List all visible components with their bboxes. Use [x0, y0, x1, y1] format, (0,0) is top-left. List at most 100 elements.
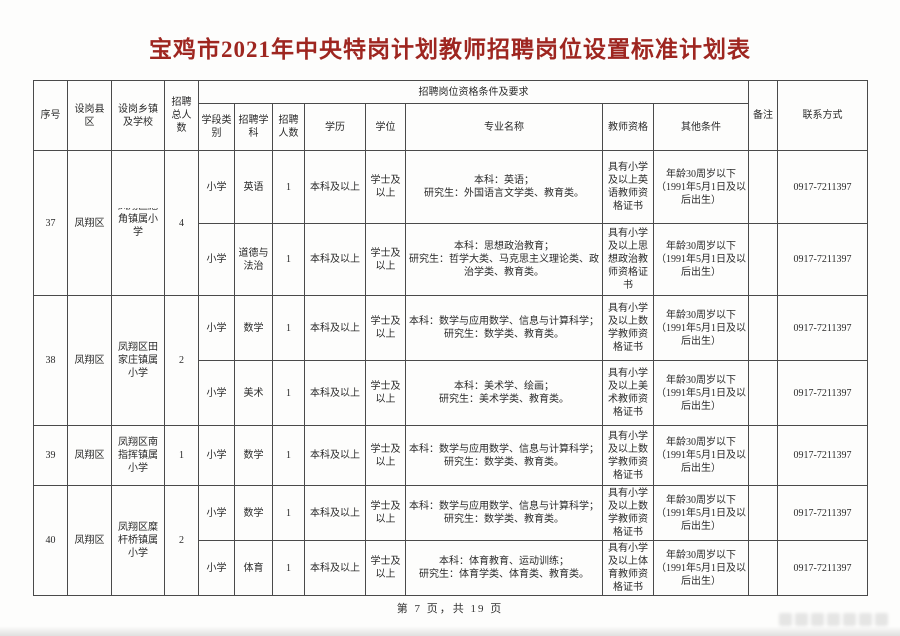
cell-serial: 40 — [33, 485, 68, 596]
cell-count: 1 — [272, 485, 305, 541]
cell-degree: 学士及以上 — [365, 295, 406, 361]
cell-count: 1 — [272, 360, 305, 426]
cell-total: 2 — [164, 295, 199, 426]
col-header-county: 设岗县区 — [67, 80, 112, 151]
cell-serial: 39 — [33, 425, 68, 486]
cell-cert: 具有小学及以上思想政治教师资格证书 — [602, 223, 654, 296]
cell-cert: 具有小学及以上数学教师资格证书 — [602, 485, 654, 541]
table-header-row-1: 序号 设岗县区 设岗乡镇及学校 招聘总人数 招聘岗位资格条件及要求 备注 联系方… — [33, 80, 868, 151]
col-header-stage: 学段类别 — [198, 103, 235, 151]
col-header-total: 招聘总人数 — [164, 80, 199, 151]
cell-count: 1 — [272, 223, 305, 296]
cell-count: 1 — [272, 540, 305, 596]
cell-subject: 道德与法治 — [234, 223, 273, 296]
page-number: 第 7 页，共 19 页 — [396, 603, 504, 615]
cell-major: 本科：美术学、绘画； 研究生：美术学类、教育类。 — [405, 360, 603, 426]
cell-count: 1 — [272, 150, 305, 224]
cell-serial: 38 — [33, 295, 68, 426]
cell-county: 凤翔区 — [67, 150, 112, 296]
cell-stage: 小学 — [198, 485, 235, 541]
col-header-subject: 招聘学科 — [234, 103, 273, 151]
cell-contact: 0917-7211397 — [777, 425, 868, 486]
cell-school: 凤翔区糜杆桥镇属小学 — [111, 485, 165, 596]
cell-education: 本科及以上 — [304, 295, 366, 361]
cell-cert: 具有小学及以上美术教师资格证书 — [602, 360, 654, 426]
col-header-degree: 学位 — [365, 103, 406, 151]
col-header-major: 专业名称 — [405, 103, 603, 151]
cell-school-text: 凤翔区彪角镇属小学 — [118, 208, 158, 238]
cell-cert: 具有小学及以上英语教师资格证书 — [602, 150, 654, 224]
cell-other: 年龄30周岁以下 （1991年5月1日及以后出生） — [653, 295, 749, 361]
cell-subject: 美术 — [234, 360, 273, 426]
cell-school: 凤翔区田家庄镇属小学 — [111, 295, 165, 426]
cell-cert: 具有小学及以上体育教师资格证书 — [602, 540, 654, 596]
col-header-school: 设岗乡镇及学校 — [111, 80, 165, 151]
cell-stage: 小学 — [198, 425, 235, 486]
col-header-education: 学历 — [304, 103, 366, 151]
cell-county: 凤翔区 — [67, 425, 112, 486]
cell-serial: 37 — [33, 150, 68, 296]
cell-stage: 小学 — [198, 223, 235, 296]
col-header-xuhao: 序号 — [33, 80, 68, 151]
cell-degree: 学士及以上 — [365, 540, 406, 596]
cell-contact: 0917-7211397 — [777, 485, 868, 541]
recruitment-table: 序号 设岗县区 设岗乡镇及学校 招聘总人数 招聘岗位资格条件及要求 备注 联系方… — [33, 80, 868, 596]
cell-degree: 学士及以上 — [365, 150, 406, 224]
cell-count: 1 — [272, 295, 305, 361]
col-header-qualification-group: 招聘岗位资格条件及要求 — [198, 80, 749, 104]
cell-remark — [748, 360, 778, 426]
col-header-cert: 教师资格 — [602, 103, 654, 151]
cell-contact: 0917-7211397 — [777, 360, 868, 426]
cell-subject: 数学 — [234, 485, 273, 541]
cell-county: 凤翔区 — [67, 295, 112, 426]
watermark — [738, 606, 888, 632]
cell-remark — [748, 485, 778, 541]
cell-major: 本科：数学与应用数学、信息与计算科学； 研究生：数学类、教育类。 — [405, 425, 603, 486]
cell-education: 本科及以上 — [304, 540, 366, 596]
cell-stage: 小学 — [198, 540, 235, 596]
cell-contact: 0917-7211397 — [777, 223, 868, 296]
cell-total: 4 — [164, 150, 199, 296]
cell-education: 本科及以上 — [304, 360, 366, 426]
cell-other: 年龄30周岁以下 （1991年5月1日及以后出生） — [653, 425, 749, 486]
cell-count: 1 — [272, 425, 305, 486]
cell-major: 本科：数学与应用数学、信息与计算科学； 研究生：数学类、教育类。 — [405, 485, 603, 541]
table-row: 38 凤翔区 凤翔区田家庄镇属小学 2 小学 数学 1 本科及以上 学士及以上 … — [33, 295, 868, 426]
cell-degree: 学士及以上 — [365, 425, 406, 486]
cell-school: 凤翔区彪角镇属小学 — [111, 150, 165, 296]
cell-degree: 学士及以上 — [365, 223, 406, 296]
cell-major: 本科：数学与应用数学、信息与计算科学； 研究生：数学类、教育类。 — [405, 295, 603, 361]
cell-contact: 0917-7211397 — [777, 150, 868, 224]
cell-stage: 小学 — [198, 150, 235, 224]
page-title: 宝鸡市2021年中央特岗计划教师招聘岗位设置标准计划表 — [149, 37, 751, 62]
cell-remark — [748, 540, 778, 596]
col-header-remark: 备注 — [748, 80, 778, 151]
cell-subject: 英语 — [234, 150, 273, 224]
cell-remark — [748, 150, 778, 224]
cell-education: 本科及以上 — [304, 425, 366, 486]
cell-other: 年龄30周岁以下 （1991年5月1日及以后出生） — [653, 485, 749, 541]
cell-other: 年龄30周岁以下 （1991年5月1日及以后出生） — [653, 223, 749, 296]
cell-major: 本科：体育教育、运动训练； 研究生：体育学类、体育类、教育类。 — [405, 540, 603, 596]
table-row: 39 凤翔区 凤翔区南指挥镇属小学 1 小学 数学 1 本科及以上 学士及以上 … — [33, 425, 868, 486]
col-header-count: 招聘人数 — [272, 103, 305, 151]
cell-remark — [748, 295, 778, 361]
cell-subject: 体育 — [234, 540, 273, 596]
cell-contact: 0917-7211397 — [777, 540, 868, 596]
table-row: 40 凤翔区 凤翔区糜杆桥镇属小学 2 小学 数学 1 本科及以上 学士及以上 … — [33, 485, 868, 596]
cell-education: 本科及以上 — [304, 150, 366, 224]
cell-remark — [748, 223, 778, 296]
cell-major: 本科：英语； 研究生：外国语言文学类、教育类。 — [405, 150, 603, 224]
cell-subject: 数学 — [234, 295, 273, 361]
cell-education: 本科及以上 — [304, 485, 366, 541]
cell-stage: 小学 — [198, 360, 235, 426]
table-row: 37 凤翔区 凤翔区彪角镇属小学 4 小学 英语 1 本科及以上 学士及以上 本… — [33, 150, 868, 296]
cell-other: 年龄30周岁以下 （1991年5月1日及以后出生） — [653, 150, 749, 224]
cell-subject: 数学 — [234, 425, 273, 486]
cell-other: 年龄30周岁以下 （1991年5月1日及以后出生） — [653, 360, 749, 426]
cell-cert: 具有小学及以上数学教师资格证书 — [602, 425, 654, 486]
cell-contact: 0917-7211397 — [777, 295, 868, 361]
table-header-row-2: 学段类别 招聘学科 招聘人数 学历 学位 专业名称 教师资格 其他条件 — [34, 103, 868, 151]
col-header-other: 其他条件 — [653, 103, 749, 151]
